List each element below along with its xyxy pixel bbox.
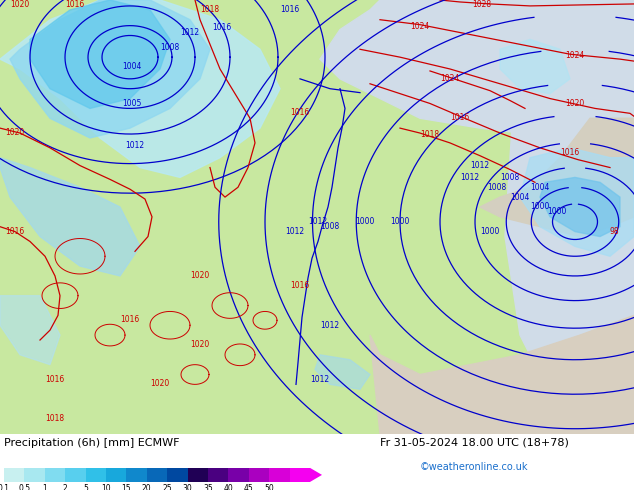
Text: 1004: 1004	[510, 193, 529, 201]
Bar	[147, 468, 167, 482]
Text: 1012: 1012	[180, 28, 199, 37]
Text: 1018: 1018	[200, 5, 219, 14]
Bar	[228, 468, 249, 482]
Text: 0.5: 0.5	[18, 484, 30, 490]
Text: 1000: 1000	[355, 217, 375, 226]
Bar	[188, 468, 208, 482]
Text: 1005: 1005	[122, 98, 141, 108]
Text: 1020: 1020	[190, 340, 210, 349]
Text: 1016: 1016	[120, 316, 139, 324]
Text: 1016: 1016	[5, 227, 24, 236]
Text: 1008: 1008	[488, 183, 507, 192]
Text: 30: 30	[183, 484, 193, 490]
FancyArrow shape	[310, 468, 322, 482]
Text: 1016: 1016	[46, 374, 65, 384]
Text: 1000: 1000	[547, 207, 567, 217]
Polygon shape	[520, 148, 634, 256]
Polygon shape	[30, 0, 170, 108]
Polygon shape	[315, 355, 370, 389]
Polygon shape	[10, 0, 210, 138]
Text: 1020: 1020	[5, 128, 24, 137]
Text: 15: 15	[122, 484, 131, 490]
Text: 40: 40	[224, 484, 233, 490]
Text: 1024: 1024	[410, 22, 430, 31]
Text: 1016: 1016	[280, 5, 300, 14]
Text: 1012: 1012	[320, 321, 340, 330]
Text: 1012: 1012	[470, 161, 489, 170]
Text: 1016: 1016	[65, 0, 84, 9]
Text: 1016: 1016	[290, 281, 309, 290]
Text: 1000: 1000	[391, 217, 410, 226]
Polygon shape	[505, 0, 634, 434]
Text: 1004: 1004	[122, 62, 141, 71]
Bar	[208, 468, 228, 482]
Polygon shape	[0, 434, 634, 490]
Polygon shape	[0, 295, 60, 365]
Text: 1008: 1008	[500, 173, 520, 182]
Text: 1024: 1024	[441, 74, 460, 83]
Text: 1012: 1012	[285, 227, 304, 236]
Bar	[4, 468, 24, 482]
Text: 1000: 1000	[481, 227, 500, 236]
Text: 1012: 1012	[126, 141, 145, 150]
Text: 98: 98	[609, 227, 619, 236]
Bar	[65, 468, 86, 482]
Text: 1016: 1016	[290, 108, 309, 118]
Text: 1008: 1008	[320, 222, 340, 231]
Text: 45: 45	[244, 484, 254, 490]
Polygon shape	[0, 0, 280, 177]
Text: 1018: 1018	[420, 130, 439, 139]
Polygon shape	[320, 0, 634, 138]
Text: 1020: 1020	[10, 0, 29, 9]
Polygon shape	[500, 39, 570, 94]
Text: 35: 35	[203, 484, 213, 490]
Text: 1028: 1028	[472, 0, 491, 9]
Text: 5: 5	[83, 484, 88, 490]
Bar	[290, 468, 310, 482]
Text: 2: 2	[63, 484, 68, 490]
Text: 1016: 1016	[212, 23, 231, 32]
Text: 1012: 1012	[460, 173, 479, 182]
Text: 20: 20	[142, 484, 152, 490]
Text: 1018: 1018	[46, 414, 65, 423]
Bar	[167, 468, 188, 482]
Text: 10: 10	[101, 484, 111, 490]
Bar	[106, 468, 126, 482]
Bar	[269, 468, 290, 482]
Polygon shape	[480, 118, 634, 237]
Text: 1012: 1012	[311, 375, 330, 384]
Bar	[24, 468, 45, 482]
Polygon shape	[0, 158, 140, 276]
Text: 1020: 1020	[565, 98, 585, 108]
Text: 1012: 1012	[308, 217, 328, 226]
Text: Fr 31-05-2024 18.00 UTC (18+78): Fr 31-05-2024 18.00 UTC (18+78)	[380, 438, 569, 448]
Text: 1: 1	[42, 484, 47, 490]
Bar	[86, 468, 106, 482]
Text: 1024: 1024	[565, 51, 585, 60]
Text: 50: 50	[264, 484, 274, 490]
Text: 1004: 1004	[530, 183, 550, 192]
Text: Precipitation (6h) [mm] ECMWF: Precipitation (6h) [mm] ECMWF	[4, 438, 179, 448]
Text: 25: 25	[162, 484, 172, 490]
Bar	[249, 468, 269, 482]
Text: 1016: 1016	[560, 148, 579, 157]
Polygon shape	[540, 177, 620, 237]
Bar	[45, 468, 65, 482]
Text: 1020: 1020	[190, 271, 210, 280]
Text: 1000: 1000	[530, 202, 550, 212]
Text: ©weatheronline.co.uk: ©weatheronline.co.uk	[420, 462, 529, 472]
Text: 1016: 1016	[450, 113, 470, 122]
Bar	[126, 468, 147, 482]
Text: 1008: 1008	[160, 43, 179, 52]
Text: 1020: 1020	[150, 379, 170, 389]
Text: 0.1: 0.1	[0, 484, 10, 490]
Polygon shape	[370, 316, 634, 434]
